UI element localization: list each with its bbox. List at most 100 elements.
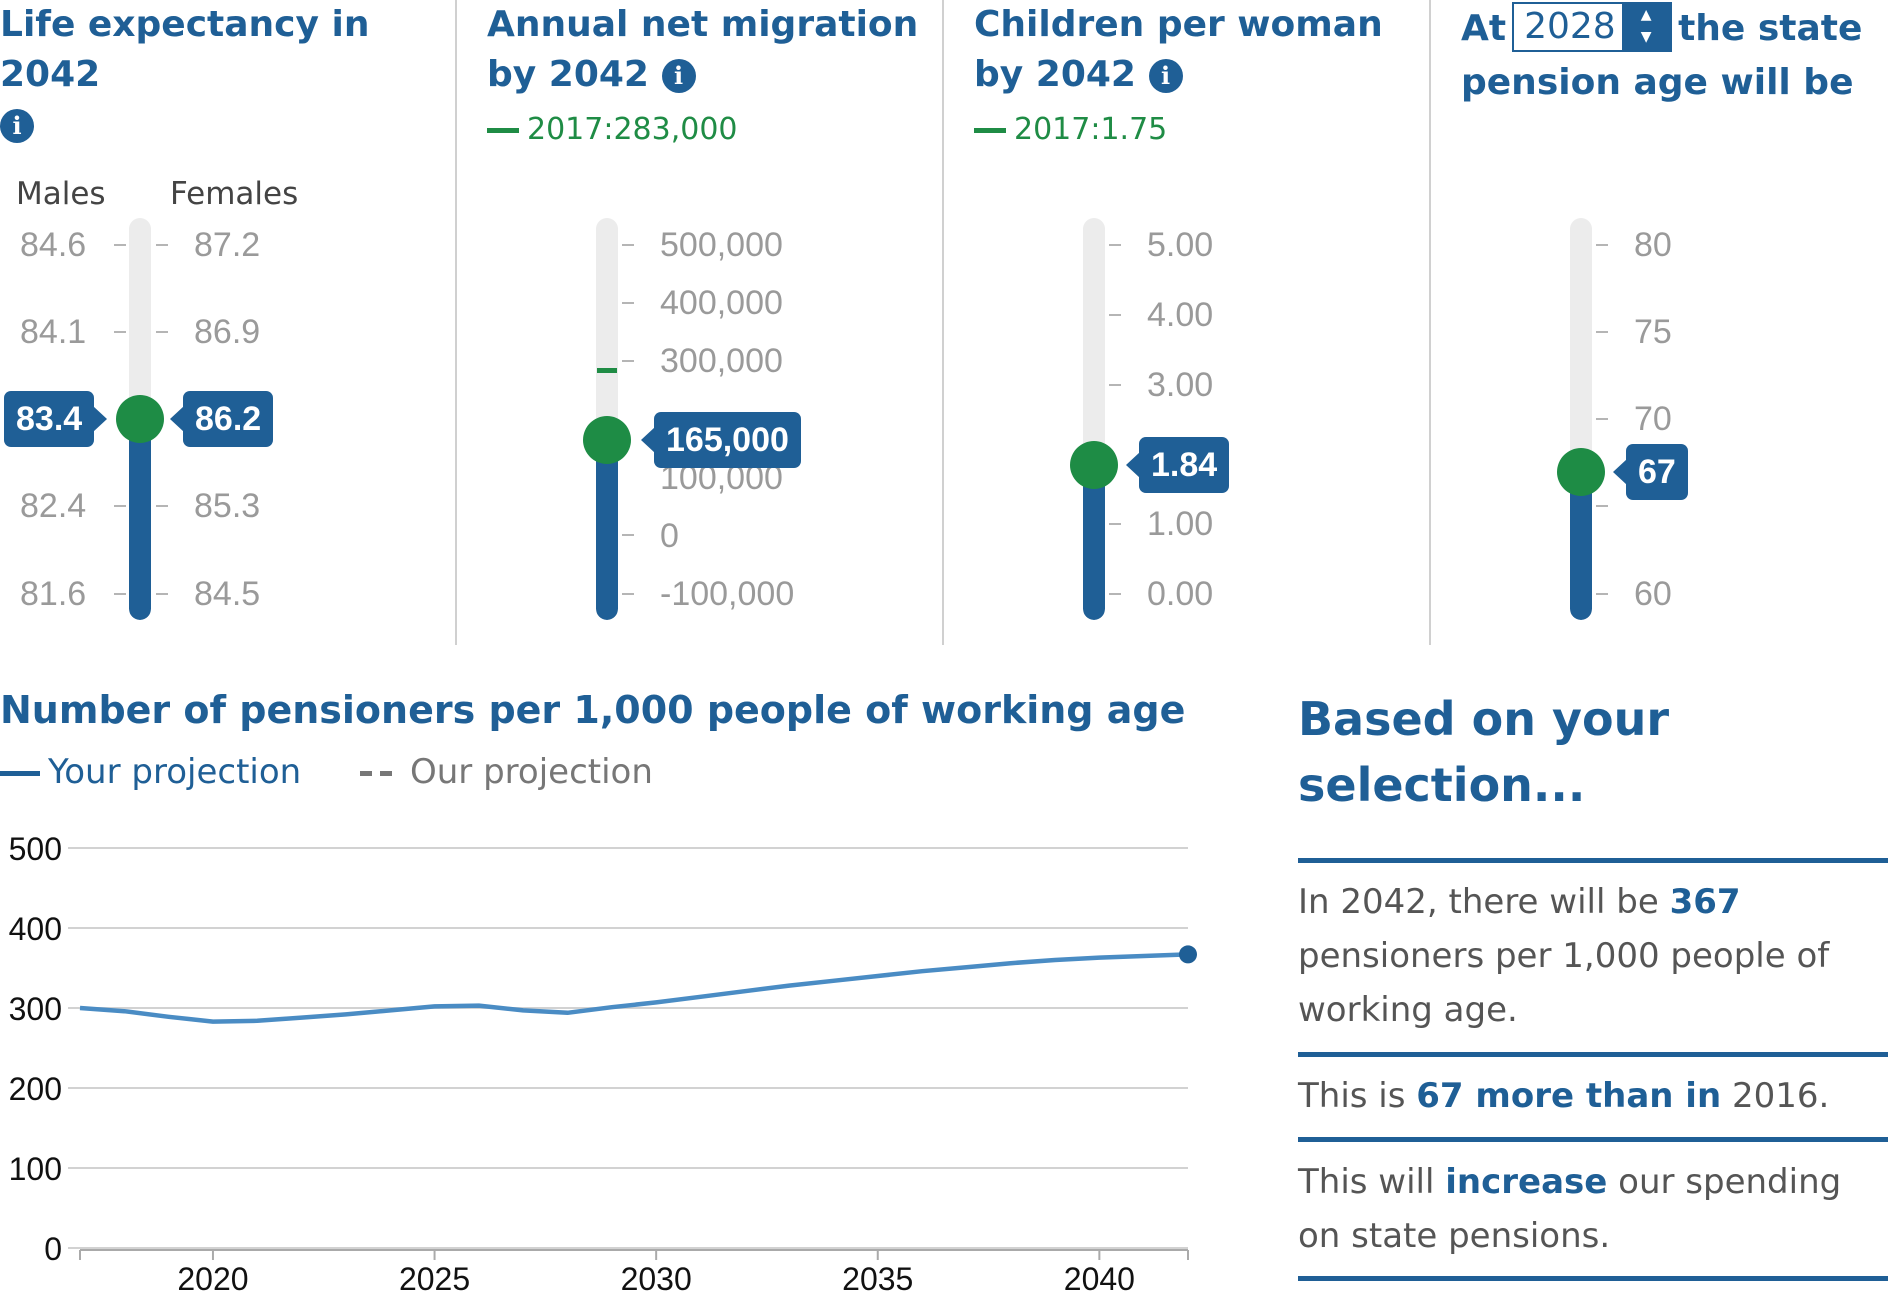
male-tick-label: 84.6 [20,226,87,264]
migration-value-badge: 165,000 [641,412,801,468]
tick-mark [114,331,126,333]
pension-age-title: At 2028 ▲ ▼ the state pension age will be [1461,2,1888,110]
summary-rule [1298,1137,1888,1142]
tick-mark [114,244,126,246]
text: In 2042, there will be [1298,882,1659,922]
tick-mark [622,360,634,362]
summary-title: Based on your selection... [1298,692,1670,812]
migration-title: Annual net migration by 2042 [487,4,919,95]
panel-divider [942,0,944,645]
fertility-slider-track[interactable] [1083,218,1105,620]
summary-rule [1298,858,1888,863]
tick-mark [114,593,126,595]
x-tick-label: 2025 [399,1261,470,1292]
tick-mark [156,505,168,507]
tick-mark [114,505,126,507]
legend-label: Our projection [410,752,653,792]
tick-mark [1109,523,1121,525]
migration-tick-label: -100,000 [660,575,795,613]
tick-mark [1596,418,1608,420]
tick-mark [1596,593,1608,595]
tick-mark [1596,244,1608,246]
pension-age-slider-handle[interactable] [1557,448,1605,496]
female-tick-label: 87.2 [194,226,261,264]
fertility-tick-label: 0.00 [1147,575,1214,613]
y-tick-label: 300 [9,991,62,1027]
text: 2016. [1731,1076,1830,1116]
females-label: Females [170,176,299,212]
life-expectancy-slider-handle[interactable] [116,395,164,443]
migration-slider-handle[interactable] [583,416,631,464]
y-tick-label: 400 [9,911,62,947]
migration-2017-reference: 2017:283,000 [487,112,738,147]
migration-2017-marker [597,368,617,373]
info-icon[interactable]: i [0,109,34,143]
female-tick-label: 86.9 [194,313,261,351]
female-tick-label: 84.5 [194,575,261,613]
panel-divider [1429,0,1431,645]
pension-tick-label: 75 [1634,313,1672,351]
legend-dash-swatch [380,771,392,776]
males-label: Males [16,176,106,212]
male-tick-label: 81.6 [20,575,87,613]
tick-mark [622,244,634,246]
info-icon[interactable]: i [1148,59,1183,93]
tick-mark [156,331,168,333]
fertility-tick-label: 1.00 [1147,505,1214,543]
slider-fill [1083,465,1105,620]
pension-title-suffix: the state pension age will be [1461,8,1863,103]
slider-fill [596,437,618,620]
tick-mark [1109,314,1121,316]
summary-rule [1298,1276,1888,1281]
panel-divider [455,0,457,645]
x-axis: 2020 2025 2030 2035 2040 [79,1249,1189,1292]
slider-fill [1570,471,1592,620]
summary-pensioners-paragraph: In 2042, there will be 367 pensioners pe… [1298,875,1878,1037]
tick-mark [1109,384,1121,386]
tick-mark [1109,244,1121,246]
male-tick-label: 82.4 [20,487,87,525]
year-spinner-value: 2028 [1524,6,1616,47]
female-tick-label: 85.3 [194,487,261,525]
text: This is [1298,1076,1406,1116]
migration-tick-label: 300,000 [660,342,783,380]
tick-mark [622,302,634,304]
summary-rule [1298,1052,1888,1057]
x-tick-label: 2035 [842,1261,913,1292]
tick-mark [1109,593,1121,595]
migration-tick-label: 400,000 [660,284,783,322]
summary-spending-paragraph: This will increase our spending on state… [1298,1155,1878,1263]
y-axis-labels: 0 100 200 300 400 500 [9,831,62,1267]
slider-fill [129,400,151,620]
female-value-badge: 86.2 [169,391,274,447]
tick-mark [1596,331,1608,333]
legend-your-projection: Your projection [0,752,301,792]
tick-mark [1596,505,1608,507]
x-tick-label: 2020 [177,1261,248,1292]
fertility-tick-label: 5.00 [1147,226,1214,264]
info-icon[interactable]: i [661,59,696,93]
y-tick-label: 200 [9,1071,62,1107]
series-end-point [1179,945,1197,964]
reference-dash [974,128,1006,133]
text: pensioners per 1,000 people of working a… [1298,936,1830,1030]
spinner-arrows-icon[interactable]: ▲ ▼ [1622,4,1671,50]
your-projection-line [79,952,1189,1024]
comparison-value: 67 more than in [1416,1076,1722,1116]
pension-tick-label: 60 [1634,575,1672,613]
x-tick-label: 2040 [1064,1261,1135,1292]
tick-mark [156,593,168,595]
fertility-value-badge: 1.84 [1125,437,1230,493]
legend-dash-swatch [360,771,372,776]
year-spinner[interactable]: 2028 ▲ ▼ [1512,2,1673,52]
y-tick-label: 500 [9,831,62,867]
tick-mark [156,244,168,246]
pension-tick-label: 80 [1634,226,1672,264]
pension-age-slider-track[interactable] [1570,218,1592,620]
fertility-slider-handle[interactable] [1070,441,1118,489]
reference-label: 2017:283,000 [527,112,738,147]
male-value-badge: 83.4 [4,391,108,447]
text: This will [1298,1162,1435,1202]
male-tick-label: 84.1 [20,313,87,351]
tick-mark [622,593,634,595]
